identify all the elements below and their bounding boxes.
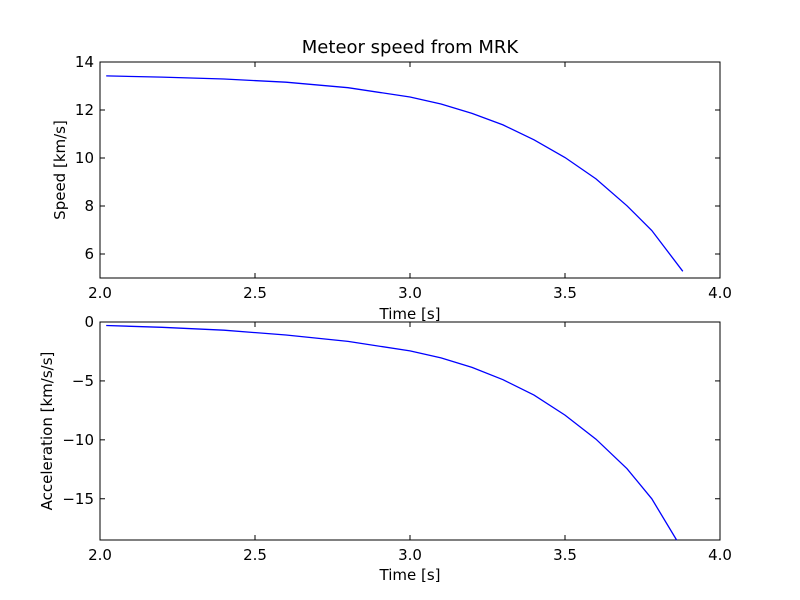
speed-y-tick-label: 8 (84, 197, 94, 215)
acceleration-axes-frame (99, 321, 721, 541)
speed-x-tick-label: 3.0 (398, 284, 422, 302)
speed-x-tick-label: 2.0 (88, 284, 112, 302)
acceleration-y-tick-label: 0 (84, 313, 94, 331)
speed-panel: Meteor speed from MRK 2.0 2.5 3.0 3.5 4.0 6 8… (51, 37, 732, 323)
acceleration-series-line (106, 324, 678, 541)
speed-series-line (106, 75, 684, 272)
speed-y-ticks: 6 8 10 12 14 (75, 53, 720, 263)
speed-x-ticks: 2.0 2.5 3.0 3.5 4.0 (88, 62, 732, 302)
speed-x-tick-label: 4.0 (708, 284, 732, 302)
acceleration-y-tick-label: −10 (62, 431, 94, 449)
acceleration-x-tick-label: 2.5 (243, 546, 267, 564)
speed-x-axis-label: Time [s] (379, 305, 441, 323)
acceleration-x-tick-label: 3.5 (553, 546, 577, 564)
speed-y-tick-label: 12 (75, 101, 94, 119)
acceleration-y-tick-label: −5 (72, 372, 94, 390)
speed-x-tick-label: 2.5 (243, 284, 267, 302)
acceleration-x-ticks: 2.0 2.5 3.0 3.5 4.0 (88, 322, 732, 564)
acceleration-x-tick-label: 4.0 (708, 546, 732, 564)
speed-y-tick-label: 10 (75, 149, 94, 167)
speed-axes-frame (99, 61, 721, 279)
speed-y-axis-label: Speed [km/s] (51, 120, 69, 220)
acceleration-y-ticks: 0 −5 −10 −15 (62, 313, 720, 508)
acceleration-y-tick-label: −15 (62, 490, 94, 508)
acceleration-x-tick-label: 3.0 (398, 546, 422, 564)
acceleration-y-axis-label: Acceleration [km/s/s] (38, 352, 56, 511)
chart-title: Meteor speed from MRK (302, 37, 520, 58)
speed-x-tick-label: 3.5 (553, 284, 577, 302)
speed-y-tick-label: 6 (84, 245, 94, 263)
speed-y-tick-label: 14 (75, 53, 94, 71)
acceleration-panel: 2.0 2.5 3.0 3.5 4.0 0 −5 −10 −15 Time [s] Accel… (38, 313, 732, 584)
acceleration-x-tick-label: 2.0 (88, 546, 112, 564)
acceleration-x-axis-label: Time [s] (379, 566, 441, 584)
